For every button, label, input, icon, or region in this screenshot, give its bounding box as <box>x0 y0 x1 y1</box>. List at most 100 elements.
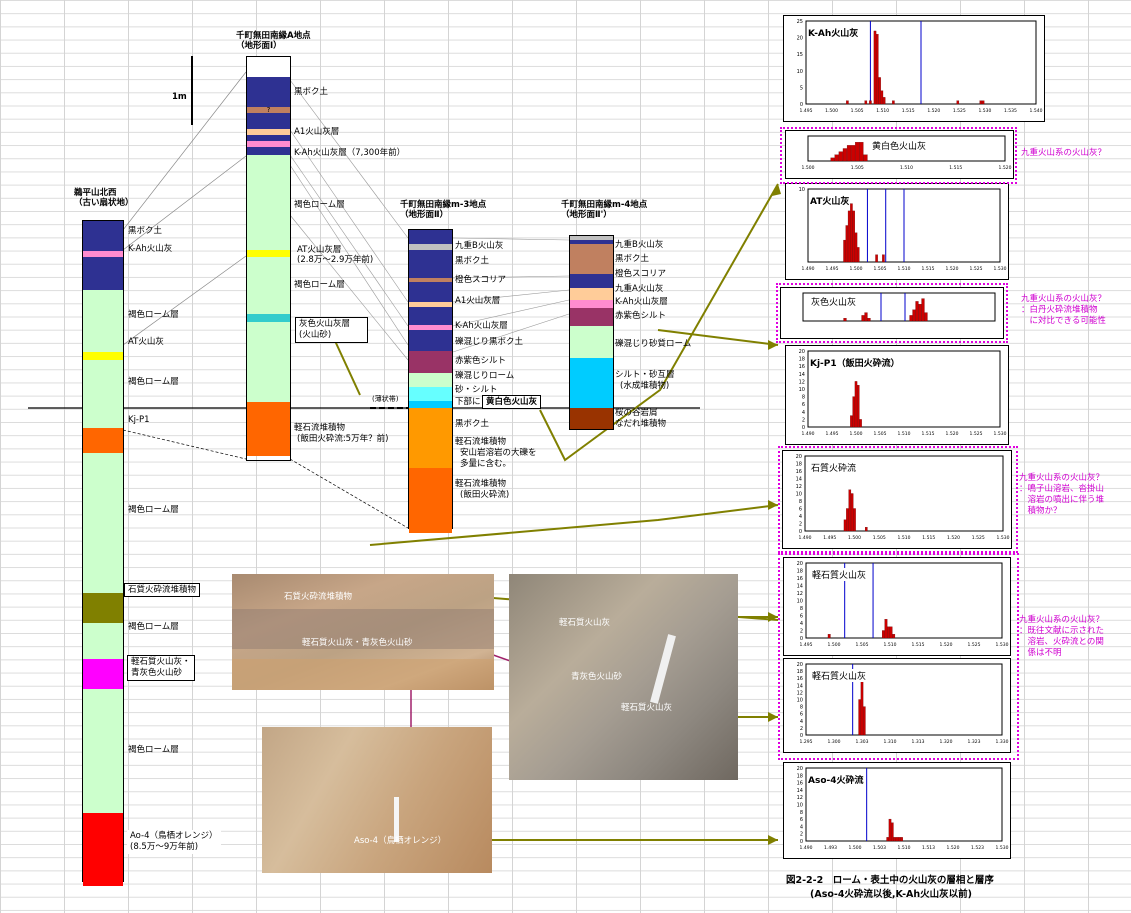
histogram-xtick: 1.505 <box>873 535 886 541</box>
histogram-xtick: 1.530 <box>994 431 1007 437</box>
col3-label: A1火山灰層 <box>455 296 501 306</box>
col3-layer <box>409 401 452 408</box>
col3-label: 礫混じり黒ボク土 <box>455 337 524 347</box>
histogram-ytick: 2 <box>800 726 803 732</box>
histogram-ytick: 8 <box>800 810 803 816</box>
scale-label: 1m <box>172 92 187 102</box>
photo2-label-blue-sand: 青灰色火山砂 <box>571 672 623 682</box>
col3-label: 橙色スコリア <box>455 275 507 285</box>
histogram-xtick: 1.493 <box>824 845 837 851</box>
histogram-xtick: 1.515 <box>912 642 925 648</box>
histogram-bar <box>918 304 922 322</box>
histogram-plot: 25 20 15 10 5 01.495 1.500 1.505 1.510 1.515 1.520… <box>797 19 1043 114</box>
histogram-bar <box>859 419 862 428</box>
histogram-xtick: 1.530 <box>994 266 1007 272</box>
histogram-bar <box>852 396 855 428</box>
histogram-xtick: 1.500 <box>828 642 841 648</box>
histogram-xtick: 1.530 <box>997 535 1010 541</box>
histogram-bar <box>869 100 872 105</box>
histogram-bar <box>979 100 983 105</box>
col2-layer: ? <box>247 107 290 114</box>
annotation-2: 九重火山系の火山灰？ ：白丹火砕流堆積物 に対比できる可能性 <box>1021 294 1106 327</box>
histogram-bar <box>843 318 847 322</box>
col4-label: (水成堆積物) <box>620 381 670 391</box>
highlight-box-1 <box>780 127 1017 184</box>
annotation-1: 九重火山系の火山灰？ <box>1021 148 1106 159</box>
photo2-label-pumice-lower: 軽石質火山灰 <box>621 703 673 713</box>
col2-layer <box>247 314 290 322</box>
col4-layer <box>570 244 613 274</box>
histogram-panel: 20 18 16 14 12 10 8 6 4 2 0 1.495 1.500 1.505 1.510 1.5… <box>783 557 1011 656</box>
histogram-ytick: 18 <box>799 357 805 363</box>
col4-layer <box>570 326 613 358</box>
histogram-bar <box>882 97 886 105</box>
histogram-xtick: 1.500 <box>802 165 815 171</box>
histogram-ytick: 8 <box>802 395 805 401</box>
histogram-bar <box>891 822 894 842</box>
histogram-ytick: 2 <box>800 629 803 635</box>
col1-layer <box>83 453 123 593</box>
histogram-ytick: 5 <box>800 85 803 91</box>
histogram-bar <box>855 142 860 162</box>
col1-label: Kj-P1 <box>128 415 150 425</box>
annotation-4-line: 係は不明 <box>1019 648 1062 658</box>
histogram-bar <box>843 239 846 263</box>
col2-layer <box>247 402 290 456</box>
col3-layer <box>409 282 452 302</box>
col4-label: なだれ堆積物 <box>615 419 667 429</box>
col4-layer <box>570 408 613 429</box>
histogram-xtick: 1.295 <box>800 739 813 745</box>
histogram-bar <box>857 247 860 263</box>
col3-label: 九重B火山灰 <box>455 241 504 251</box>
col1-layer <box>83 257 123 290</box>
col2-layer <box>247 113 290 129</box>
histogram-bar <box>861 315 865 322</box>
col3-layer <box>409 416 452 468</box>
histogram-bar <box>886 837 889 842</box>
col2-title-2: （地形面Ⅰ） <box>236 41 282 51</box>
histogram-title: 軽石質火山灰 <box>812 669 867 682</box>
histogram-ytick: 10 <box>796 492 802 498</box>
histogram-xtick: 1.510 <box>884 642 897 648</box>
col4-title-2: （地形面Ⅱ'） <box>561 210 612 220</box>
histogram-title: Kj-P1（飯田火砕流） <box>810 356 900 369</box>
col4-layer <box>570 358 613 408</box>
histogram-ytick: 20 <box>797 561 803 567</box>
histogram-xtick: 1.500 <box>825 108 838 114</box>
histogram-panel: 20 18 16 14 12 10 8 6 4 2 0 1.490 1.495 1.500 1.505 1.5… <box>782 450 1012 549</box>
histogram-xtick: 1.520 <box>947 845 960 851</box>
col1-title-1: 鵜平山北西 <box>74 188 117 198</box>
col1-layer <box>83 689 123 813</box>
histogram-xtick: 1.520 <box>947 535 960 541</box>
photo1-label-pumice: 軽石質火山灰・青灰色火山砂 <box>302 638 413 648</box>
histogram-ytick: 18 <box>797 669 803 675</box>
histogram-bar <box>854 232 858 263</box>
histogram-xtick: 1.505 <box>851 108 864 114</box>
histogram-panel: 20 18 16 14 12 10 8 6 4 2 0 1.490 1.495 1.500 1.505 1.5… <box>785 345 1009 445</box>
histogram-ytick: 14 <box>797 683 803 689</box>
histogram-ytick: 20 <box>799 349 805 355</box>
histogram-ytick: 8 <box>800 606 803 612</box>
histogram-xtick: 1.330 <box>996 739 1009 745</box>
histogram-bar <box>912 309 916 322</box>
histogram-bar <box>865 527 868 532</box>
histogram-xtick: 1.490 <box>802 431 815 437</box>
col4-column <box>569 235 614 430</box>
histogram-xtick: 1.510 <box>898 535 911 541</box>
histogram-bar <box>851 145 856 162</box>
histogram-bar <box>854 381 858 428</box>
histogram-bar <box>876 34 879 105</box>
histogram-ytick: 6 <box>802 402 805 408</box>
histogram-ytick: 10 <box>797 803 803 809</box>
col2-label: K-Ah火山灰層（7,300年前） <box>294 148 406 158</box>
histogram-xtick: 1.323 <box>968 739 981 745</box>
col4-title-1: 千町無田南縁m-4地点 <box>561 200 648 210</box>
histogram-xtick: 1.310 <box>884 739 897 745</box>
histogram-ytick: 6 <box>800 614 803 620</box>
photo-outcrop-2: 軽石質火山灰 青灰色火山砂 軽石質火山灰 <box>509 574 738 780</box>
col3-label: 多量に含む。 <box>460 459 512 469</box>
histogram-xtick: 1.505 <box>856 642 869 648</box>
col2-layer <box>247 141 290 147</box>
col1-layer <box>83 623 123 659</box>
col1-label: K-Ah火山灰 <box>128 244 173 254</box>
